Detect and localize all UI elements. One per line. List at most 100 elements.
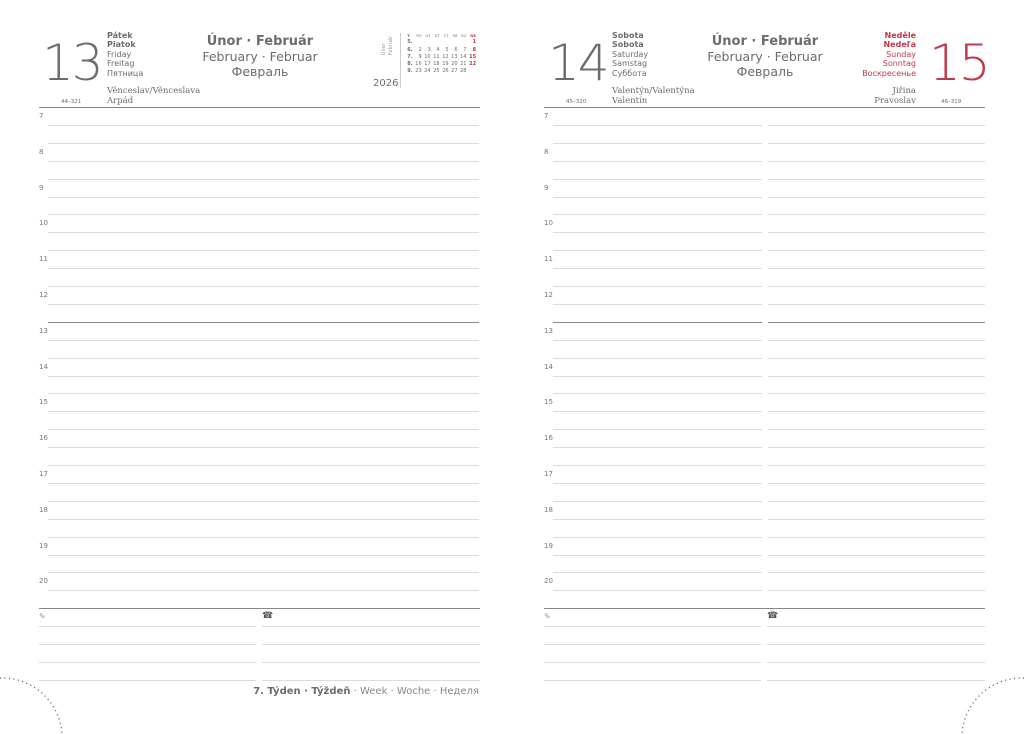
day-number: 13 xyxy=(42,34,104,92)
hour-label: 9 xyxy=(39,183,44,192)
mini-calendar-day: 14 xyxy=(460,53,467,60)
day-name: Saturday xyxy=(612,49,649,59)
ruled-line xyxy=(553,429,762,431)
mini-calendar-day: 20 xyxy=(451,61,458,68)
ruled-line xyxy=(39,644,256,646)
ruled-line xyxy=(39,626,256,628)
week-number: 7. Týden · Týždeň xyxy=(253,686,351,697)
ruled-line xyxy=(553,554,762,556)
day-name: Nedeľa xyxy=(883,40,916,50)
mini-calendar-day: PÁ xyxy=(452,33,458,38)
ruled-line xyxy=(768,482,985,484)
month-title: Únor · Február February · Februar Феврал… xyxy=(180,34,340,79)
ruled-line xyxy=(553,500,762,502)
ruled-line xyxy=(48,447,479,449)
ruled-line xyxy=(767,680,985,682)
name-day: Jiřina xyxy=(892,86,916,96)
corner-dots-left xyxy=(0,677,63,734)
mini-calendar-day: 23 xyxy=(415,68,422,75)
ruled-line xyxy=(48,411,479,413)
month-title: Únor · Február February · Februar Феврал… xyxy=(685,34,845,79)
day-names: Pátek Piatok Friday Freitag Пятница xyxy=(107,31,143,78)
mini-calendar-day: 27 xyxy=(451,68,458,75)
mini-calendar-day xyxy=(468,68,478,75)
ruled-line xyxy=(48,590,479,592)
ruled-line xyxy=(553,232,762,234)
week-footer: 7. Týden · Týždeň · Week · Woche · Недел… xyxy=(253,686,479,697)
ruled-line xyxy=(767,662,985,664)
day-name: Sonntag xyxy=(882,59,916,69)
hour-label: 19 xyxy=(544,541,553,550)
ruled-line xyxy=(768,447,985,449)
hour-label: 10 xyxy=(39,219,48,228)
mini-calendar-header: T. PO ÚT ST ČT PÁ SO NE xyxy=(406,32,477,39)
mini-calendar-day: 28 xyxy=(460,68,467,75)
ruled-line xyxy=(768,232,985,234)
mini-calendar-day: PO xyxy=(416,33,422,38)
ruled-line xyxy=(544,662,761,664)
saturday-day-code: 45–320 xyxy=(566,99,587,105)
ruled-line xyxy=(768,124,985,126)
mini-calendar-week: 7. 9 10 11 12 13 14 15 xyxy=(406,54,477,61)
phone-icon: ☎ xyxy=(767,611,779,621)
mini-calendar-day: NE xyxy=(470,33,477,38)
phone-icon: ☎ xyxy=(262,611,274,621)
mini-calendar-week-number: T. xyxy=(407,33,411,38)
ruled-line xyxy=(768,572,985,574)
mini-calendar-day xyxy=(459,39,468,46)
day-name: Sobota xyxy=(612,40,644,50)
ruled-line xyxy=(768,160,985,162)
hour-label: 16 xyxy=(544,434,553,443)
mini-calendar-label: Únor Február xyxy=(381,36,395,55)
day-name: Piatok xyxy=(107,40,136,50)
name-days: Věnceslav/Věnceslava Arpád xyxy=(107,86,200,106)
mini-calendar-day: ST xyxy=(434,33,440,38)
mini-calendar-day: 5 xyxy=(445,46,449,53)
day-name: Sunday xyxy=(886,49,916,59)
ruled-line xyxy=(768,536,985,538)
ruled-line xyxy=(48,303,479,305)
ruled-line xyxy=(48,482,479,484)
ruled-line xyxy=(768,250,985,252)
day-name: Pátek xyxy=(107,31,133,40)
ruled-line xyxy=(553,196,762,198)
ruled-line xyxy=(553,375,762,377)
ruled-line xyxy=(767,644,985,646)
mini-calendar-day: 18 xyxy=(433,61,440,68)
ruled-line xyxy=(768,518,985,520)
hour-label: 16 xyxy=(39,434,48,443)
corner-dots-right xyxy=(961,677,1024,734)
divider-line xyxy=(48,321,479,324)
pencil-icon: ✎ xyxy=(544,612,551,621)
sunday-day-code: 46–319 xyxy=(941,99,962,105)
mini-calendar-week: 8. 16 17 18 19 20 21 22 xyxy=(406,61,477,68)
ruled-line xyxy=(48,268,479,270)
pencil-icon: ✎ xyxy=(39,612,46,621)
ruled-line xyxy=(768,303,985,305)
divider xyxy=(400,33,401,88)
ruled-line xyxy=(768,268,985,270)
hour-label: 7 xyxy=(544,112,549,120)
day-name: Neděle xyxy=(884,31,916,40)
ruled-line xyxy=(48,142,479,144)
ruled-line xyxy=(48,196,479,198)
ruled-line xyxy=(553,303,762,305)
sunday-day-number: 15 xyxy=(929,34,991,92)
mini-calendar-day: 15 xyxy=(469,53,477,60)
ruled-line xyxy=(768,554,985,556)
ruled-line xyxy=(768,375,985,377)
ruled-line xyxy=(553,339,762,341)
mini-calendar-week: 5. 1 xyxy=(406,39,477,46)
hour-label: 18 xyxy=(544,505,553,514)
ruled-line xyxy=(767,626,985,628)
mini-calendar-day xyxy=(432,39,441,46)
mini-calendar-day xyxy=(441,39,450,46)
hour-label: 14 xyxy=(39,362,48,371)
week-labels: · Week · Woche · Неделя xyxy=(350,686,479,697)
ruled-line xyxy=(768,357,985,359)
hour-label: 20 xyxy=(544,577,553,586)
divider-line xyxy=(544,608,985,610)
hour-label: 11 xyxy=(544,255,553,264)
mini-calendar: T. PO ÚT ST ČT PÁ SO NE 5. 1 6. 2 3 4 5 6 7 8 7. 9 10 11 12 13 1… xyxy=(406,32,477,76)
mini-calendar-day: 6 xyxy=(454,46,458,53)
